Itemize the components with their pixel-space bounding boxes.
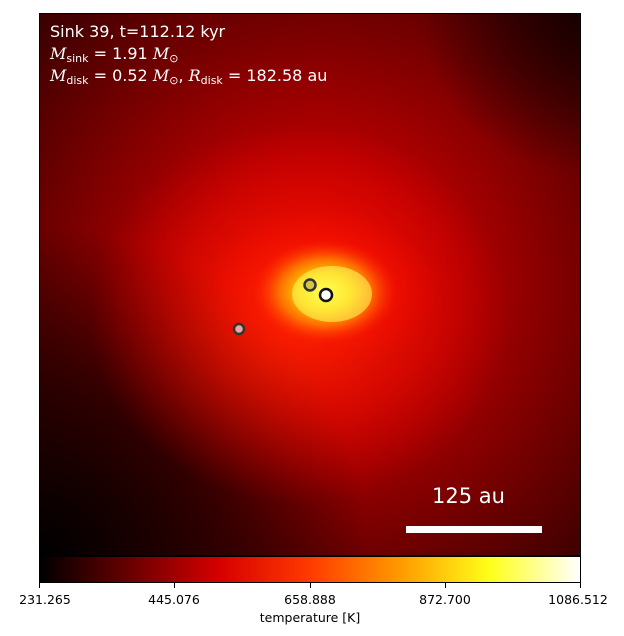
colorbar-tick-label: 1086.512 (548, 592, 608, 607)
colorbar-tick (174, 583, 175, 588)
scale-bar-label: 125 au (432, 484, 505, 508)
colorbar-tick-label: 445.076 (148, 592, 200, 607)
sink-title: Sink 39, t=112.12 kyr (50, 22, 226, 41)
colorbar-tick (310, 583, 311, 588)
sink-marker (318, 287, 334, 303)
colorbar-tick (445, 583, 446, 588)
sink-mass-annotation: Msink = 1.91 M⊙ (50, 44, 179, 65)
temperature-map: Sink 39, t=112.12 kyr Msink = 1.91 M⊙ Md… (39, 13, 581, 556)
scale-bar (406, 526, 542, 533)
sink-marker (303, 278, 317, 292)
colorbar-tick (39, 583, 40, 588)
sink-markers (232, 278, 334, 336)
colorbar-tick-label: 872.700 (419, 592, 471, 607)
colorbar-tick-label: 231.265 (19, 592, 71, 607)
sink-marker (232, 322, 246, 336)
colorbar-label: temperature [K] (259, 610, 361, 625)
colorbar (39, 556, 581, 583)
colorbar-tick-label: 658.888 (284, 592, 336, 607)
disk-annotation: Mdisk = 0.52 M⊙, Rdisk = 182.58 au (50, 66, 328, 87)
colorbar-tick (580, 583, 581, 588)
